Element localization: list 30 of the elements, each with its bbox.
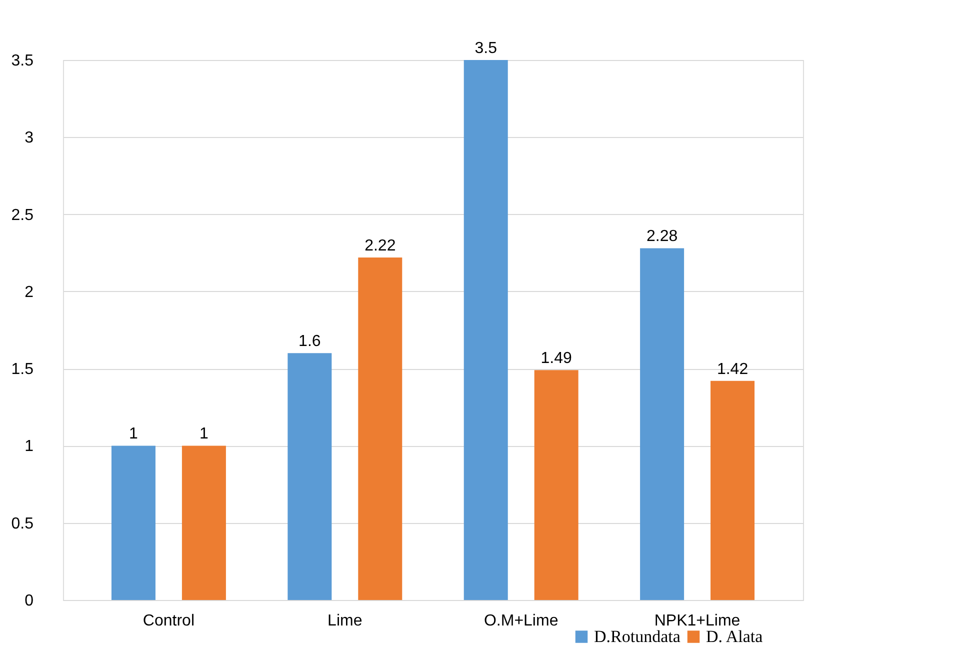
data-label: 1.42 [716, 360, 748, 378]
y-tick-label: 3.5 [11, 52, 34, 70]
y-tick-label: 2 [24, 284, 34, 301]
y-tick-label: 0.5 [11, 515, 34, 532]
bar [710, 380, 755, 600]
bar [640, 248, 684, 600]
data-label: 1.6 [298, 333, 321, 350]
bar [288, 353, 332, 600]
data-label: 2.28 [646, 228, 678, 246]
x-tick-label: Control [142, 612, 195, 630]
x-tick-label: O.M+Lime [484, 612, 558, 630]
data-label: 3.5 [474, 40, 498, 57]
data-label: 1.49 [540, 350, 572, 368]
x-tick-label: NPK1+Lime [654, 612, 740, 630]
y-tick-label: 0 [24, 592, 34, 610]
data-label: 1 [129, 426, 138, 443]
y-tick-label: 1 [24, 438, 34, 456]
bar [464, 60, 508, 600]
bar [358, 257, 402, 600]
legend-label: D. Alata [706, 626, 764, 646]
y-tick-label: 3 [24, 130, 34, 147]
y-tick-label: 2.5 [11, 206, 34, 224]
legend-label: D.Rotundata [594, 626, 681, 646]
y-tick-label: 1.5 [11, 361, 34, 378]
data-label: 1 [200, 426, 208, 443]
bar [182, 446, 226, 600]
data-label: 2.22 [364, 237, 396, 254]
bar [111, 446, 156, 600]
x-tick-label: Lime [328, 612, 362, 630]
bar [534, 370, 578, 600]
